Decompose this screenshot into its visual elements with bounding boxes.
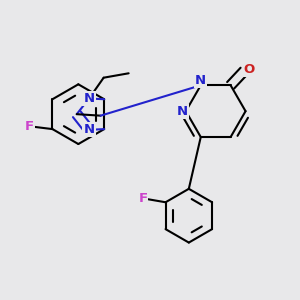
Text: N: N (195, 74, 206, 87)
Text: F: F (138, 192, 147, 205)
Text: N: N (177, 105, 188, 118)
Text: N: N (83, 123, 94, 136)
Text: O: O (244, 63, 255, 76)
Text: F: F (25, 120, 34, 133)
Text: N: N (83, 92, 94, 105)
